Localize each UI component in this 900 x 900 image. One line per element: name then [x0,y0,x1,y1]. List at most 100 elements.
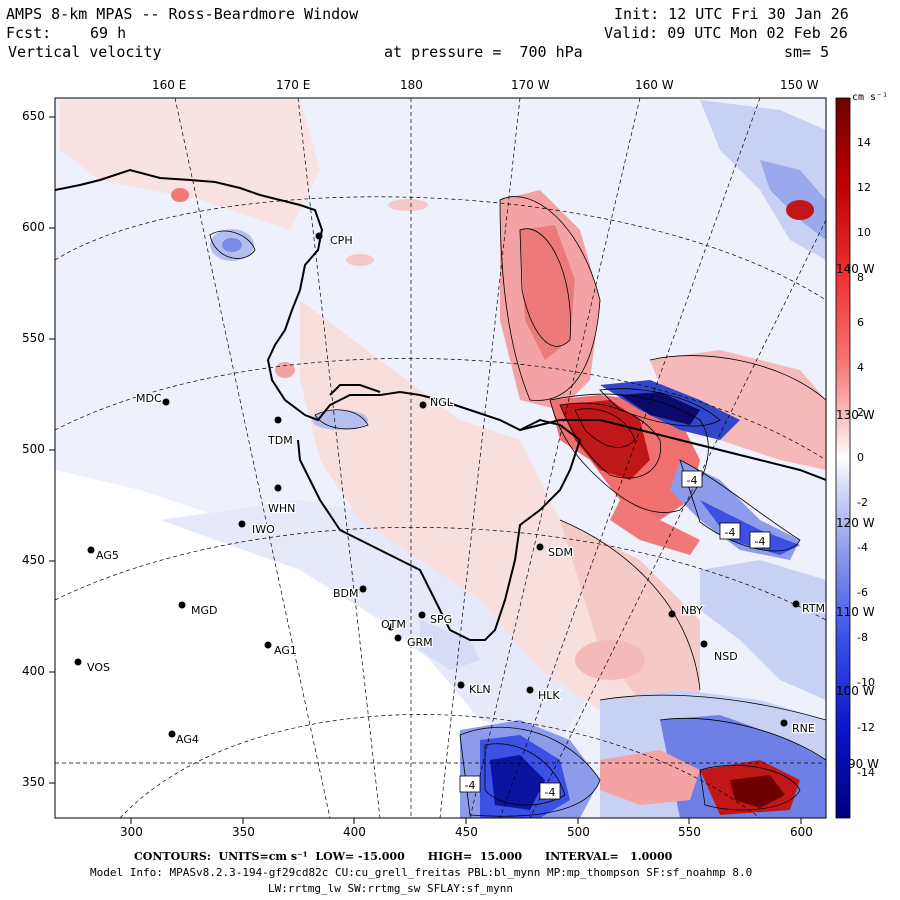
x-label-600: 600 [790,825,813,839]
station-dot-hlk [526,686,534,694]
model-info-line2: LW:rrtmg_lw SW:rrtmg_sw SFLAY:sf_mynn [268,882,514,895]
station-label-bdm: BDM [333,587,359,600]
station-label-grm: GRM [407,636,433,649]
colorbar-tick-label: 2 [857,406,864,419]
y-label-650: 650 [22,109,45,123]
colorbar-tick-label: -10 [857,676,875,689]
field-name: Vertical velocity [8,43,162,61]
x-label-450: 450 [455,825,478,839]
station-label-whn: WHN [268,502,295,515]
station-dot-nsd [700,640,708,648]
station-label-spg: SPG [430,613,452,626]
model-info: Model Info: MPASv8.2.3-194-gf29cd82c CU:… [90,866,753,879]
station-label-otm: OTM [381,618,406,631]
lon-label-90w: 90 W [848,757,879,771]
colorbar-tick-label: 0 [857,451,864,464]
init-time: Init: 12 UTC Fri 30 Jan 26 [614,5,849,23]
station-label-ag4: AG4 [176,733,199,746]
contour-label-text: -4 [687,474,698,487]
station-dot-spg [418,611,426,619]
station-label-nsd: NSD [714,650,738,663]
station-dot-ngl [419,401,427,409]
colorbar-tick-label: 4 [857,361,864,374]
coastline [55,168,826,641]
colorbar-tick-label: -4 [857,541,868,554]
smoothing-value: sm= 5 [784,43,830,61]
valid-time: Valid: 09 UTC Mon 02 Feb 26 [604,24,848,42]
y-label-500: 500 [22,442,45,456]
contour-label-box [749,531,771,549]
contour-label-text: -4 [725,526,736,539]
station-label-ngl: NGL [430,396,454,409]
axis-ticks [49,116,802,824]
lon-label-150w: 150 W [780,78,819,92]
station-label-kln: KLN [469,683,491,696]
graticule [55,98,826,818]
colorbar-tick-label: 6 [857,316,864,329]
station-label-ag5: AG5 [96,549,119,562]
contour-label-text: -4 [545,786,556,799]
station-label-vos: VOS [87,661,110,674]
station-dot-otm [387,623,395,631]
contour-label-box [719,522,741,540]
colorbar-tick-label: -6 [857,586,868,599]
station-dot-kln [457,681,465,689]
station-dot-cph [315,232,323,240]
station-label-hlk: HLK [538,689,560,702]
station-dot-whn [274,484,282,492]
x-label-300: 300 [120,825,143,839]
station-label-sdm: SDM [548,546,573,559]
station-label-tdm: TDM [267,434,293,447]
station-label-rne: RNE [792,722,815,735]
station-dot-vos [74,658,82,666]
y-label-550: 550 [22,331,45,345]
x-label-500: 500 [567,825,590,839]
contour-label-text: -4 [755,535,766,548]
colorbar-tick-label: 8 [857,271,864,284]
station-dot-nby [668,610,676,618]
station-dot-tdm [274,416,282,424]
station-label-mdc: MDC [136,392,162,405]
station-label-rtm: RTM [802,602,825,615]
station-label-cph: CPH [330,234,353,247]
lon-label-140w: 140 W [836,262,875,276]
lon-label-170e: 170 E [276,78,311,92]
station-dot-mgd [178,601,186,609]
lon-label-160w: 160 W [635,78,674,92]
station-label-nby: NBY [681,604,703,617]
x-label-550: 550 [678,825,701,839]
lon-label-110w: 110 W [836,605,875,619]
contour-label-box [459,775,481,793]
y-label-450: 450 [22,553,45,567]
contour-value-labels: -4 -4 -4 -4 -4 [459,470,771,800]
station-dot-bdm [359,585,367,593]
lon-label-180: 180 [400,78,423,92]
station-dot-sdm [536,543,544,551]
station-dot-rtm [792,600,800,608]
contour-label-box [539,782,561,800]
contour-label-box [681,470,703,488]
lon-label-130w: 130 W [836,408,875,422]
forecast-hour: 69 h [90,24,127,42]
x-label-400: 400 [343,825,366,839]
colorbar-tick-label: 12 [857,181,871,194]
contour-lines [209,196,826,817]
lon-label-170w: 170 W [511,78,550,92]
pressure-level: at pressure = 700 hPa [384,43,583,61]
colorbar-tick-label: -2 [857,496,868,509]
colorbar-unit: cm s⁻¹ [852,92,889,103]
contour-info: CONTOURS: UNITS=cm s⁻¹ LOW= -15.000 HIGH… [134,850,673,863]
station-dot-grm [394,634,402,642]
station-dot-ag4 [168,730,176,738]
lon-label-160e: 160 E [152,78,187,92]
y-label-400: 400 [22,664,45,678]
station-dot-iwo [238,520,246,528]
station-dot-ag5 [87,546,95,554]
colorbar-tick-label: 14 [857,136,871,149]
station-label-iwo: IWO [252,523,275,536]
station-markers: CPH NGL MDC TDM WHN IWO AG5 SDM BDM MGD OTM SPG GRM N… [74,232,826,747]
x-label-350: 350 [232,825,255,839]
colorbar-tick-label: -14 [857,766,875,779]
station-dot-rne [780,719,788,727]
